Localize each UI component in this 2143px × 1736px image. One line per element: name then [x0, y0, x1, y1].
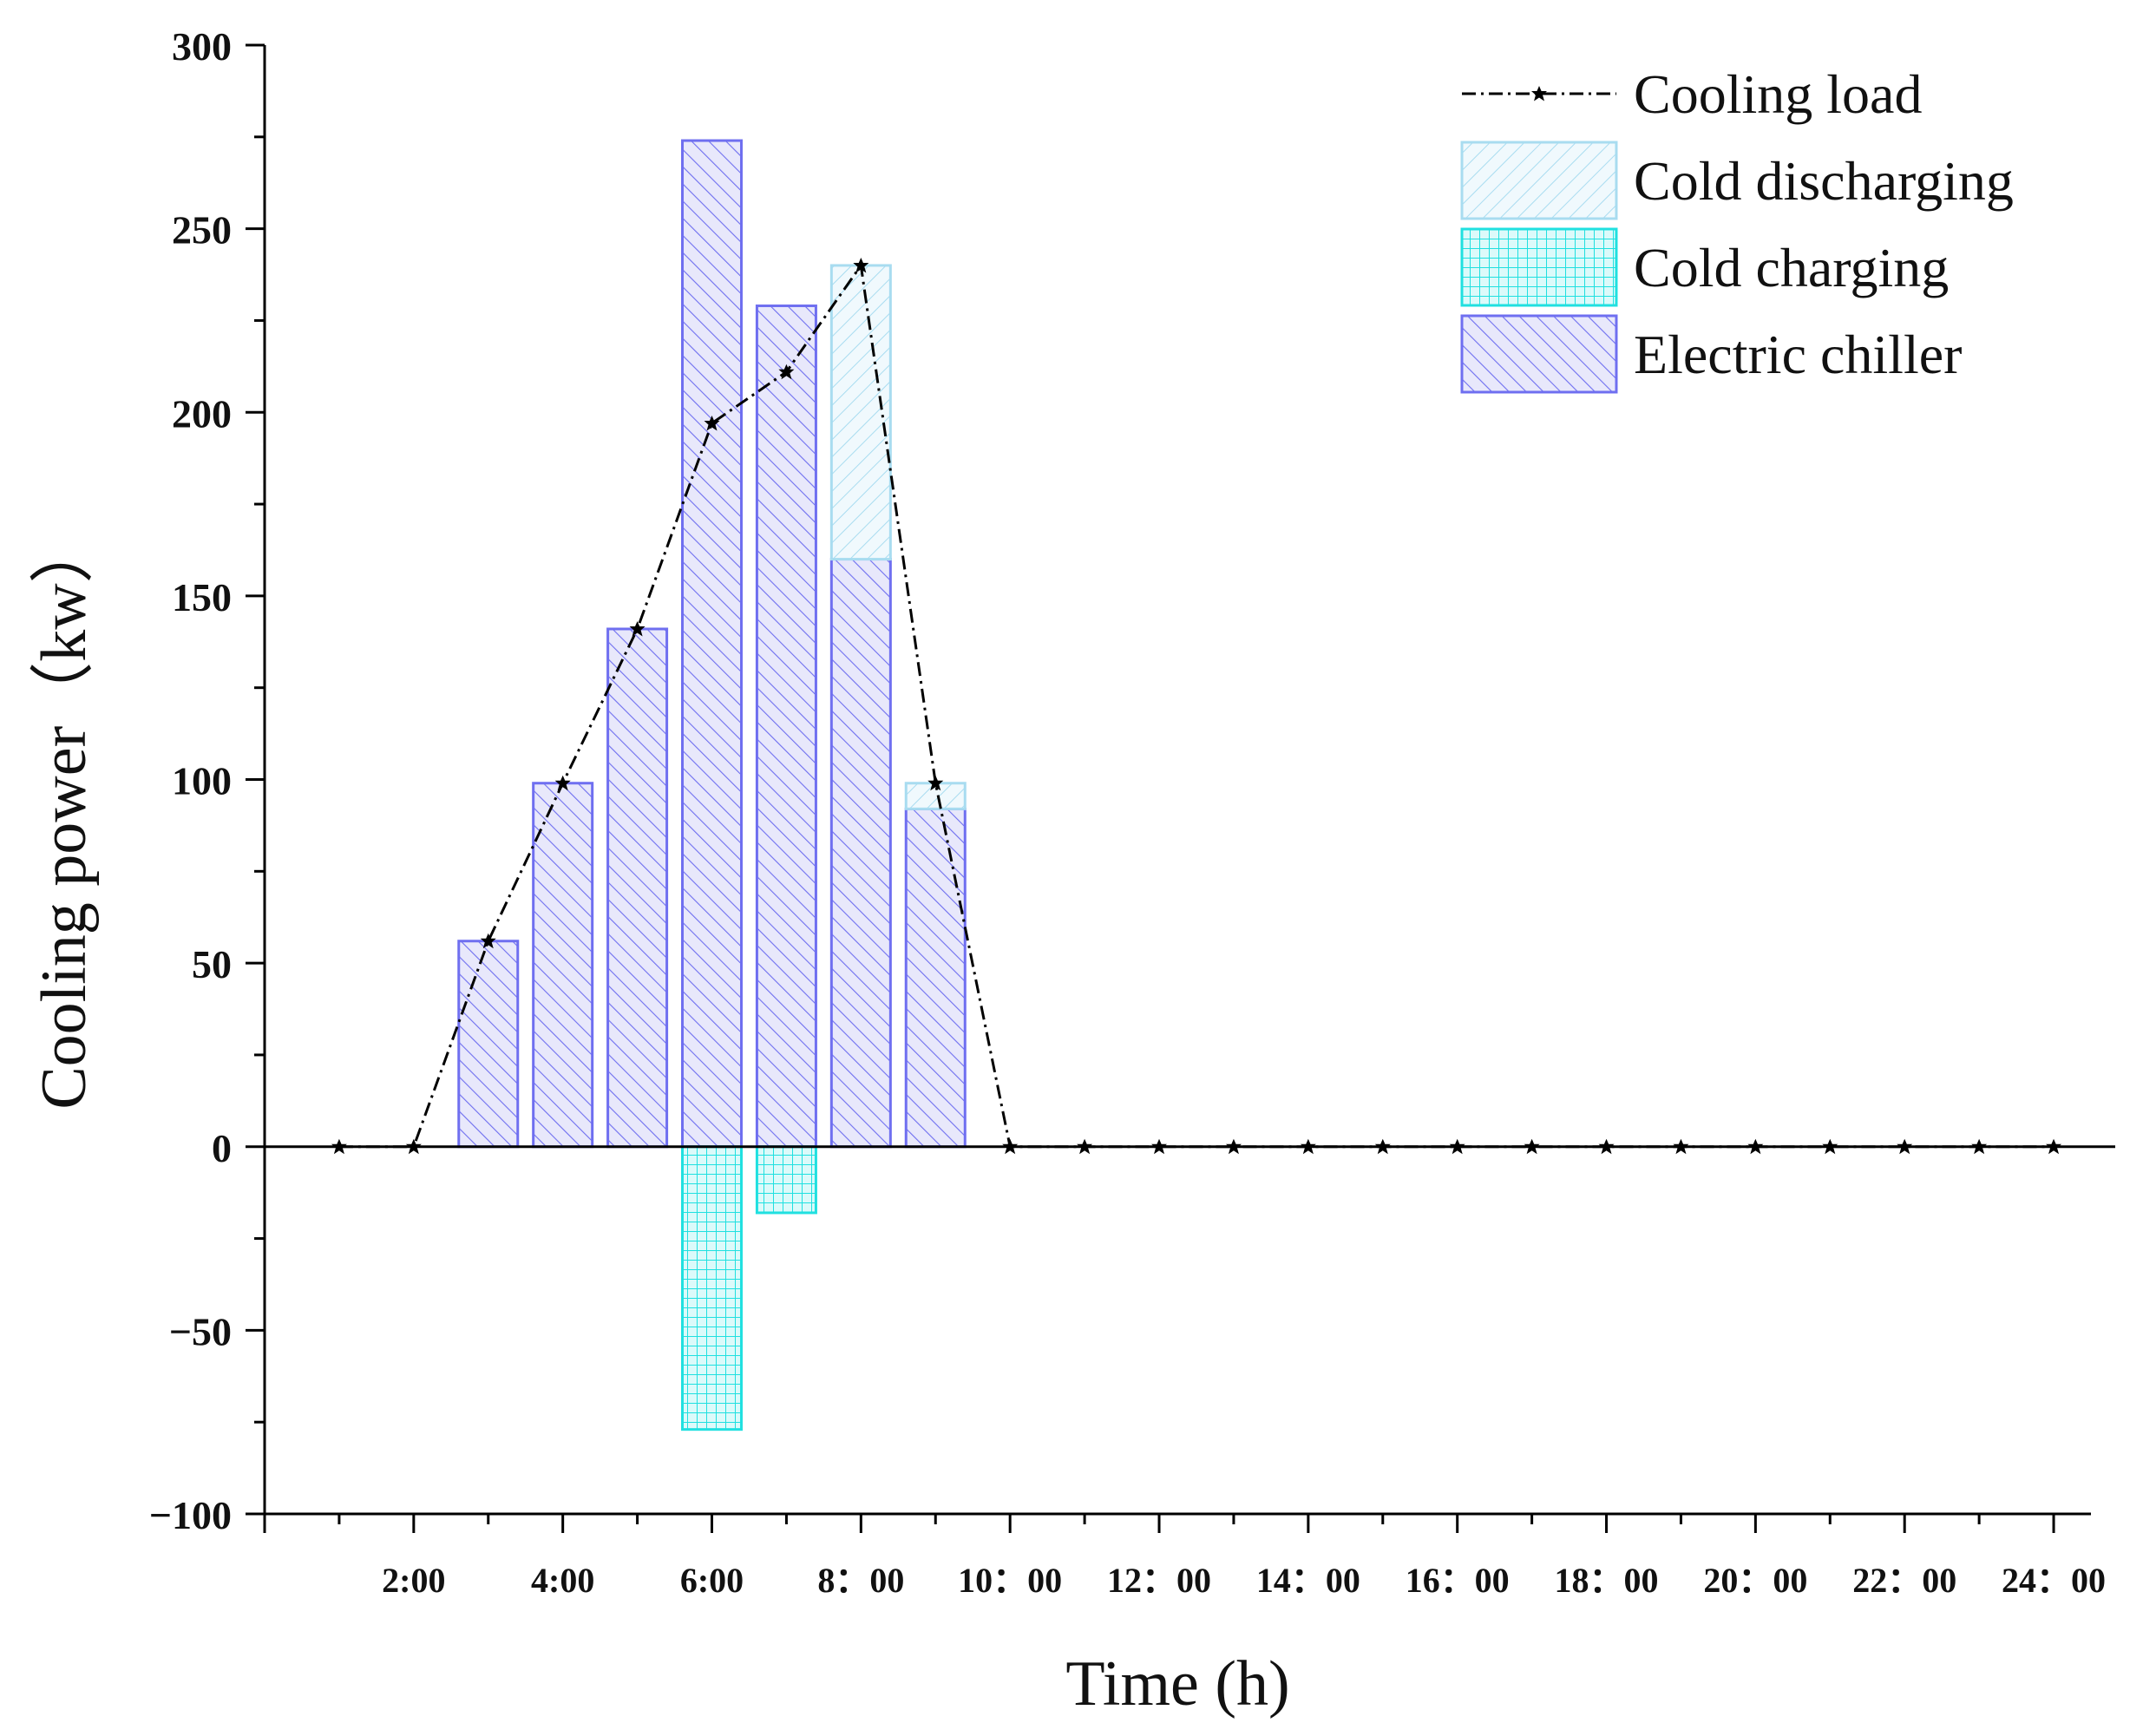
y-tick-label: 0: [212, 1126, 232, 1170]
x-tick-label: 4:00: [531, 1561, 594, 1600]
x-tick-label: 10：00: [958, 1561, 1062, 1600]
x-tick-label: 20：00: [1703, 1561, 1807, 1600]
bar-electric-chiller-8: [829, 558, 892, 1149]
x-tick-label: 12：00: [1107, 1561, 1211, 1600]
bar-cold-charging-6: [681, 1145, 744, 1431]
bar-electric-chiller-7: [755, 305, 817, 1149]
legend-label-cold-discharging: Cold discharging: [1634, 150, 2014, 212]
legend-swatch-cold-charging: [1460, 227, 1618, 307]
x-tick-label: 24：00: [2002, 1561, 2106, 1600]
bars-layer: [457, 139, 967, 1431]
legend-swatch-cold-discharging: [1460, 141, 1618, 220]
legend-label-cold-charging: Cold charging: [1634, 237, 1949, 298]
bar-electric-chiller-9: [904, 807, 967, 1149]
y-tick-label: 300: [172, 24, 232, 69]
legend-label-cooling-load: Cooling load: [1634, 63, 1922, 125]
x-tick-label: 6:00: [680, 1561, 744, 1600]
x-tick-label: 18：00: [1555, 1561, 1659, 1600]
x-tick-label: 16：00: [1406, 1561, 1510, 1600]
x-tick-label: 14：00: [1256, 1561, 1360, 1600]
y-axis-title: Cooling power（kw）: [29, 519, 100, 1109]
y-tick-label: 100: [172, 759, 232, 803]
legend-swatch-electric-chiller: [1460, 314, 1618, 394]
y-tick-label: −50: [169, 1309, 232, 1353]
y-tick-label: 150: [172, 575, 232, 619]
legend-label-electric-chiller: Electric chiller: [1634, 324, 1962, 385]
y-tick-label: 250: [172, 208, 232, 252]
bar-electric-chiller-5: [606, 627, 669, 1149]
y-tick-label: 50: [192, 942, 232, 986]
bar-electric-chiller-4: [532, 782, 594, 1149]
y-tick-label: −100: [149, 1493, 232, 1537]
bar-electric-chiller-6: [681, 139, 744, 1149]
bar-electric-chiller-3: [457, 940, 520, 1149]
bar-cold-discharging-9: [904, 782, 967, 810]
legend: Cooling load Cold discharging Cold chargin…: [1460, 63, 2014, 394]
x-axis-title: Time (h): [1065, 1648, 1289, 1720]
bar-cold-discharging-8: [829, 264, 892, 561]
axes-layer: −100 −50 0 50 100 150 200 250 300 2:00 4:00 6:00 8：0…: [29, 24, 2115, 1720]
bar-cold-charging-7: [755, 1145, 817, 1215]
x-tick-label: 22：00: [1852, 1561, 1956, 1600]
cooling-load-line: [338, 262, 2054, 1149]
y-tick-label: 200: [172, 391, 232, 436]
x-tick-label: 8：00: [817, 1561, 904, 1600]
x-tick-label: 2:00: [382, 1561, 445, 1600]
